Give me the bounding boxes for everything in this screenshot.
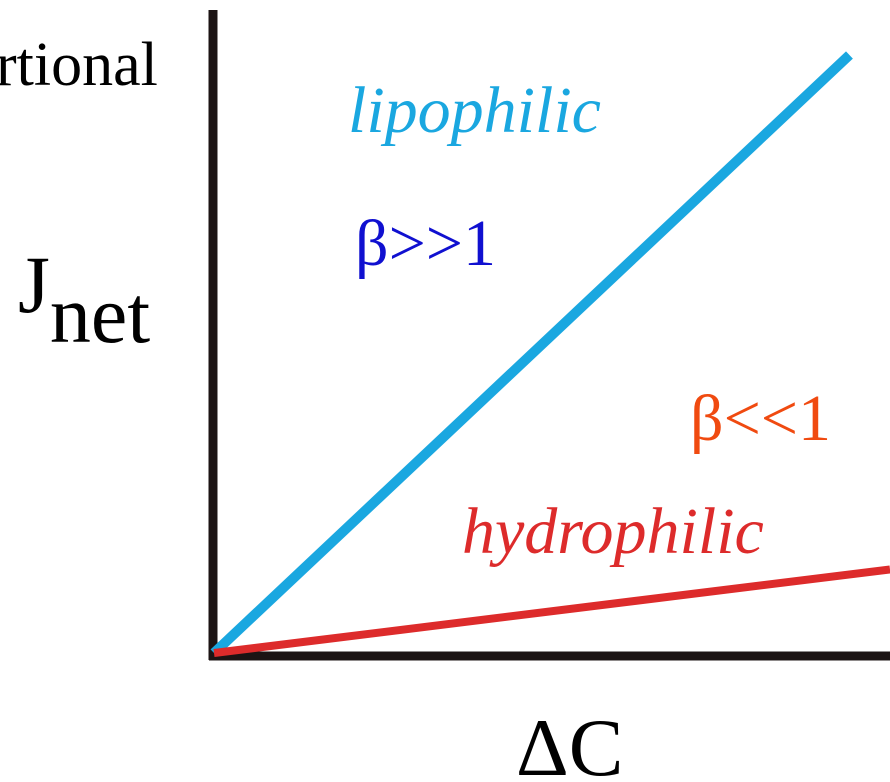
x-axis-label: ΔC <box>516 702 623 782</box>
series-label-hydrophilic: hydrophilic <box>462 495 764 568</box>
series-label-lipophilic: lipophilic <box>348 74 601 147</box>
title-fragment: rtional <box>0 31 158 99</box>
beta-label-hydrophilic: β<<1 <box>690 382 831 455</box>
y-axis-label: Jnet <box>18 239 150 360</box>
y-axis-label-main: J <box>18 239 50 330</box>
y-axis-label-subscript: net <box>50 269 150 360</box>
series-line-lipophilic <box>210 51 853 657</box>
series-line-hydrophilic <box>213 565 890 657</box>
beta-label-lipophilic: β>>1 <box>355 207 496 280</box>
